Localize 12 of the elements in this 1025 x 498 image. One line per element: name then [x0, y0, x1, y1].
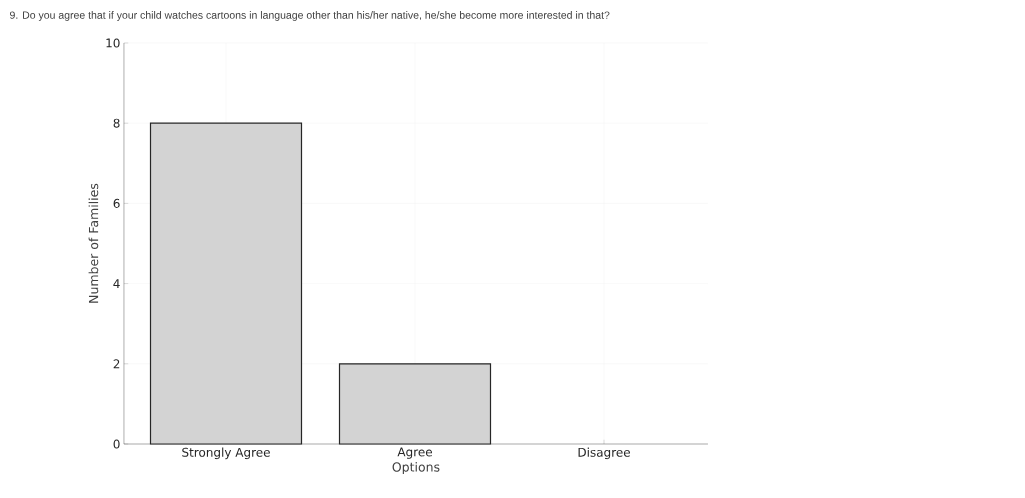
x-axis-title: Options: [392, 462, 440, 475]
y-tick-label: 6: [113, 198, 120, 208]
x-tick-label: Disagree: [578, 447, 630, 460]
x-tick-label: Agree: [397, 447, 432, 459]
y-tick-label: 10: [106, 38, 120, 48]
x-tick-label: Strongly Agree: [182, 447, 270, 460]
y-tick-label: 4: [113, 279, 120, 288]
y-tick-label: 0: [113, 439, 120, 449]
chart-title: 9. Do you agree that if your child watches cartoons in language other than his/her native, he/she become more interested in that?: [10, 11, 610, 21]
y-tick-label: 2: [113, 359, 120, 369]
y-tick-label: 8: [113, 118, 120, 128]
y-axis-title: Number of Families: [88, 183, 99, 303]
